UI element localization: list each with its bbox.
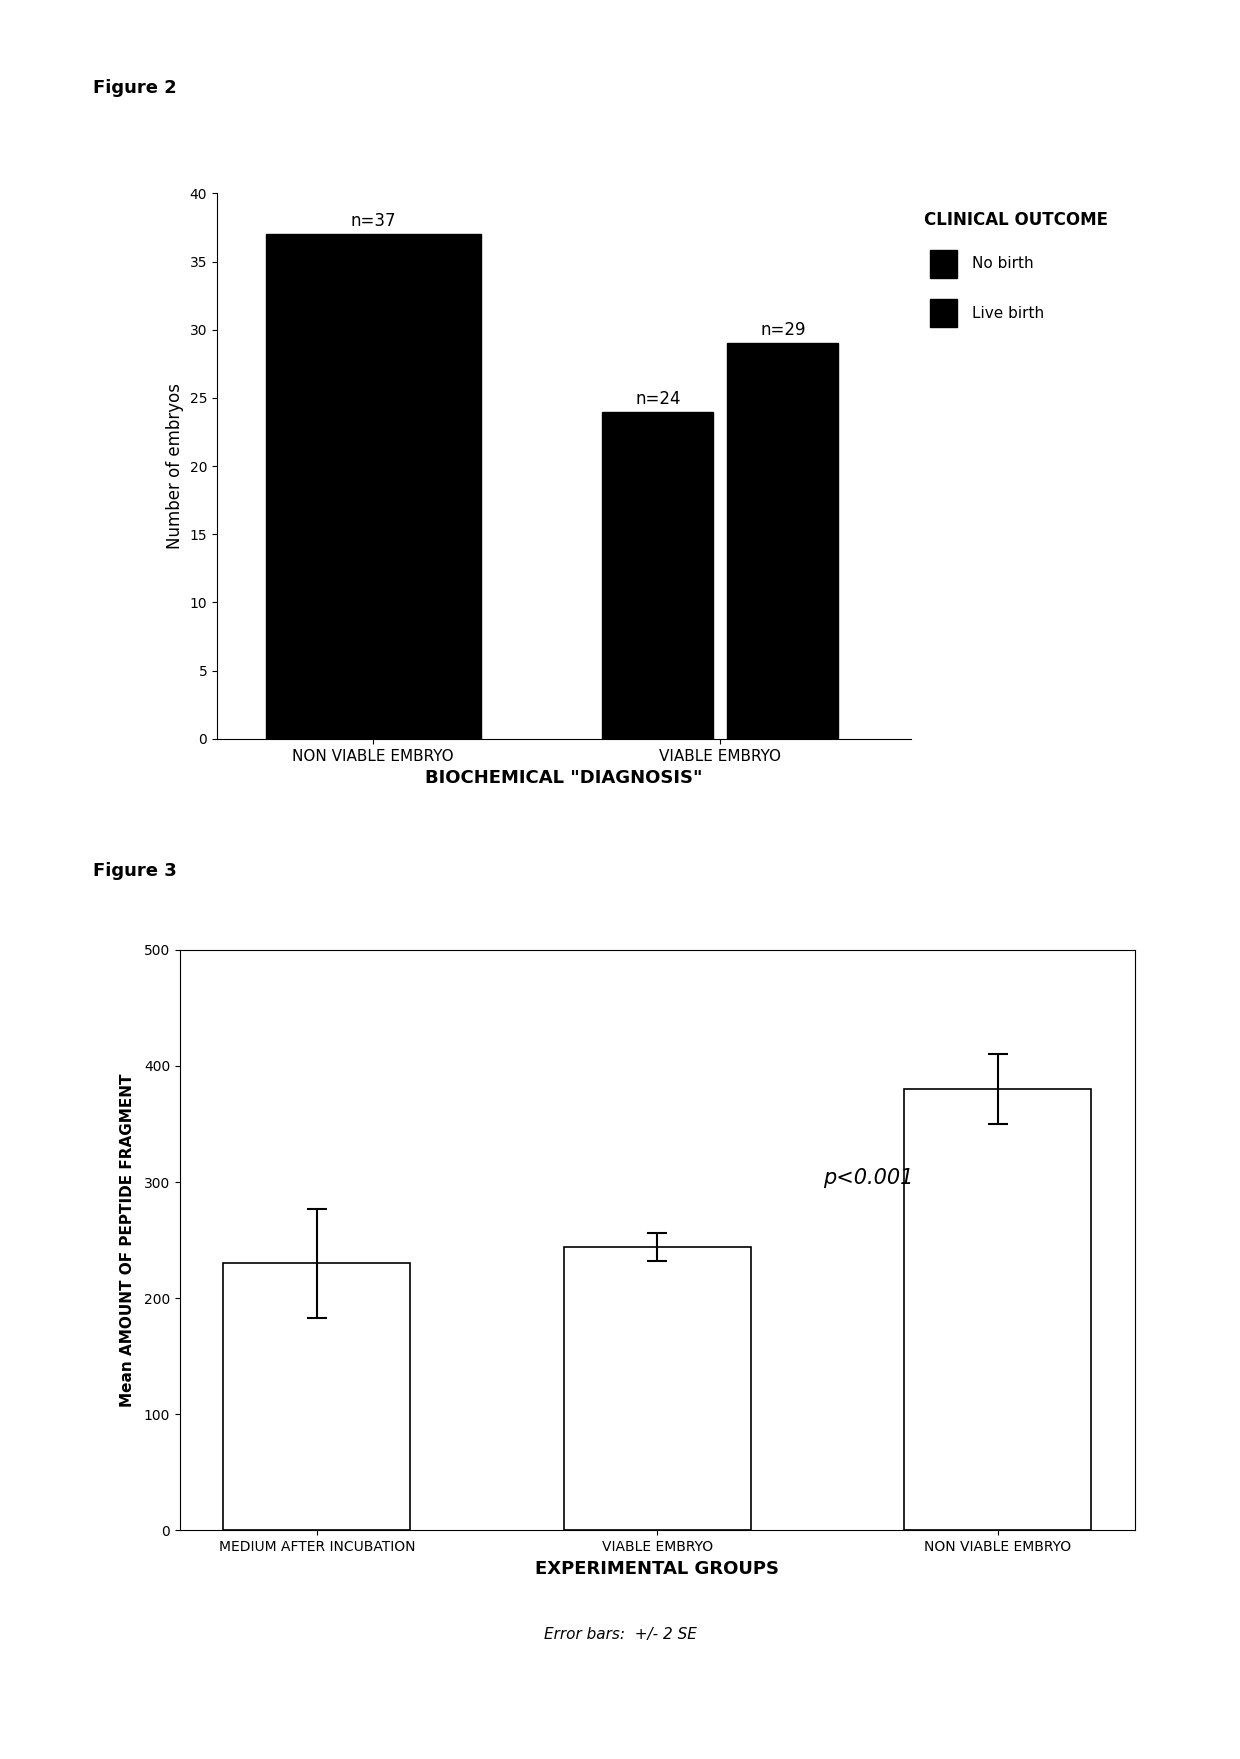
Text: CLINICAL OUTCOME: CLINICAL OUTCOME	[924, 211, 1107, 229]
Text: n=24: n=24	[635, 389, 681, 408]
Bar	[904, 1089, 1091, 1530]
X-axis label: BIOCHEMICAL "DIAGNOSIS": BIOCHEMICAL "DIAGNOSIS"	[425, 769, 703, 786]
Text: Error bars:  +/- 2 SE: Error bars: +/- 2 SE	[543, 1627, 697, 1643]
Bar	[223, 1263, 410, 1530]
X-axis label: EXPERIMENTAL GROUPS: EXPERIMENTAL GROUPS	[536, 1560, 779, 1578]
Bar	[265, 234, 481, 739]
Text: n=29: n=29	[760, 322, 806, 339]
Bar	[728, 343, 838, 739]
Text: Figure 2: Figure 2	[93, 79, 177, 97]
Text: Live birth: Live birth	[972, 306, 1044, 320]
Text: p<0.001: p<0.001	[823, 1168, 914, 1187]
Text: No birth: No birth	[972, 257, 1034, 271]
Bar	[564, 1247, 750, 1530]
Bar	[603, 412, 713, 739]
Y-axis label: Number of embryos: Number of embryos	[166, 383, 184, 549]
Text: Figure 3: Figure 3	[93, 862, 177, 880]
Text: n=37: n=37	[351, 213, 396, 230]
Y-axis label: Mean AMOUNT OF PEPTIDE FRAGMENT: Mean AMOUNT OF PEPTIDE FRAGMENT	[120, 1073, 135, 1407]
